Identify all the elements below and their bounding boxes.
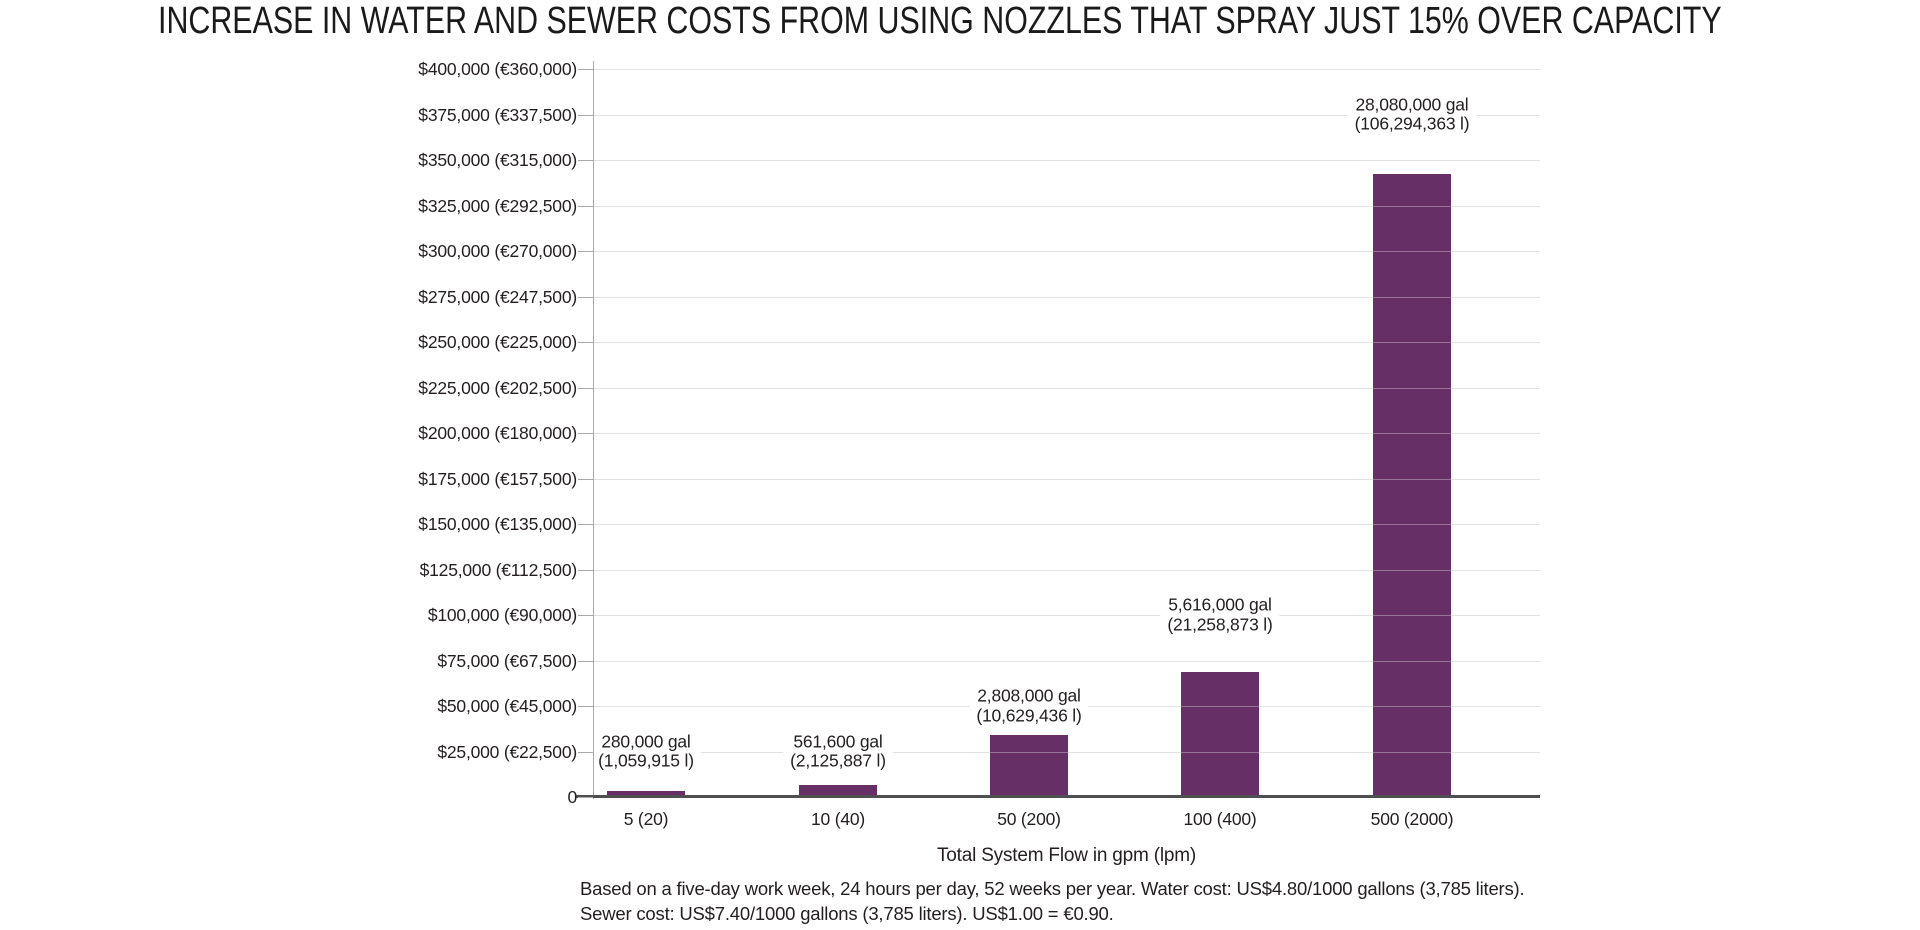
bar-value-label-line2: (1,059,915 l) [598, 750, 694, 771]
gridline [593, 660, 1540, 662]
y-tick-mark [578, 569, 593, 571]
x-axis-line [576, 795, 1540, 798]
bar-value-label-line1: 28,080,000 gal [1355, 94, 1469, 114]
gridline [593, 296, 1540, 298]
bar-value-label-line2: (10,629,436 l) [976, 705, 1082, 725]
plot-area: 280,000 gal (1,059,915 l) 561,600 gal (2,12… [418, 59, 1540, 829]
x-tick-label: 50 (200) [997, 809, 1061, 829]
y-tick-label: 0 [567, 787, 577, 807]
gridline-overlay [593, 342, 1540, 343]
y-tick-mark [578, 524, 593, 525]
y-tick-label: $325,000 (€292,500) [418, 195, 577, 216]
y-tick-label: $350,000 (€315,000) [418, 150, 577, 170]
bar [799, 784, 877, 797]
gridline-overlay [593, 615, 1540, 616]
bar [1181, 672, 1259, 797]
y-tick-label: $400,000 (€360,000) [418, 59, 577, 79]
y-axis-line [593, 61, 594, 799]
y-tick-mark [578, 296, 593, 298]
y-tick-mark [578, 160, 593, 161]
gridline-overlay [593, 114, 1540, 116]
gridline-overlay [593, 251, 1540, 252]
bar [1373, 173, 1451, 797]
bar-value-label-line1: 280,000 gal [601, 731, 691, 751]
y-tick-mark [578, 615, 593, 616]
bar [607, 790, 685, 797]
y-tick-label: $150,000 (€135,000) [418, 514, 577, 534]
bar-value-label-line1: 561,600 gal [793, 731, 883, 751]
gridline [593, 114, 1540, 116]
gridline [593, 524, 1540, 525]
y-axis-labels: $400,000 (€360,000) $375,000 (€337,500) $3… [345, 59, 578, 807]
y-tick-mark [578, 342, 593, 343]
gridline-overlay [593, 69, 1540, 70]
bar-value-label: 2,808,000 gal (10,629,436 l) [969, 685, 1089, 727]
y-tick-label: $100,000 (€90,000) [427, 605, 577, 625]
bar-value-label-line1: 2,808,000 gal [977, 685, 1081, 706]
y-tick-mark [578, 251, 593, 252]
bar-value-label-line1: 5,616,000 gal [1168, 594, 1272, 615]
y-tick-mark [578, 751, 593, 753]
gridline [593, 387, 1540, 389]
bar-value-label: 561,600 gal (2,125,887 l) [783, 731, 893, 772]
gridline-overlay [593, 205, 1540, 207]
gridline-overlay [593, 524, 1540, 525]
y-tick-label: $175,000 (€157,500) [418, 468, 577, 489]
bar-value-label: 5,616,000 gal (21,258,873 l) [1160, 594, 1280, 636]
gridline-overlay [593, 569, 1540, 571]
y-tick-label: $375,000 (€337,500) [418, 104, 577, 125]
bar-value-label-line2: (2,125,887 l) [790, 750, 886, 771]
y-tick-mark [578, 706, 593, 707]
gridline [593, 615, 1540, 616]
gridline [593, 205, 1540, 207]
x-tick-label: 5 (20) [623, 809, 669, 829]
y-tick-mark [578, 69, 593, 70]
y-tick-label: $50,000 (€45,000) [437, 696, 577, 716]
gridline-overlay [593, 478, 1540, 480]
gridline [593, 69, 1540, 70]
y-tick-mark [578, 660, 593, 662]
y-tick-mark [578, 797, 593, 798]
gridline [593, 433, 1540, 434]
x-tick-label: 500 (2000) [1370, 809, 1454, 829]
y-tick-mark [578, 387, 593, 389]
footnote-line-2: Sewer cost: US$7.40/1000 gallons (3,785 … [580, 903, 1114, 924]
y-tick-mark [578, 205, 593, 207]
gridline-overlay [593, 433, 1540, 434]
chart-title: INCREASE IN WATER AND SEWER COSTS FROM U… [158, 0, 1722, 42]
y-tick-mark [578, 433, 593, 434]
y-tick-label: $75,000 (€67,500) [437, 650, 577, 671]
x-tick-label: 100 (400) [1183, 809, 1257, 829]
y-tick-label: $250,000 (€225,000) [418, 332, 577, 352]
gridline-overlay [593, 751, 1540, 753]
y-tick-label: $25,000 (€22,500) [437, 741, 577, 762]
gridline-overlay [593, 387, 1540, 389]
x-tick-label: 10 (40) [810, 809, 866, 829]
y-tick-label: $125,000 (€112,500) [419, 559, 578, 580]
bar-value-label-line2: (106,294,363 l) [1354, 113, 1470, 134]
bar-value-label: 28,080,000 gal (106,294,363 l) [1347, 94, 1477, 135]
gridline [593, 342, 1540, 343]
bar-value-label-line2: (21,258,873 l) [1167, 614, 1273, 634]
y-tick-label: $300,000 (€270,000) [418, 241, 577, 261]
bar-value-label: 280,000 gal (1,059,915 l) [591, 731, 701, 772]
y-tick-label: $200,000 (€180,000) [418, 423, 577, 443]
footnote: Based on a five-day work week, 24 hours … [580, 876, 1560, 926]
gridline-overlay [593, 296, 1540, 298]
y-tick-label: $275,000 (€247,500) [418, 286, 577, 307]
y-tick-mark [578, 478, 593, 480]
bar [990, 734, 1068, 797]
footnote-line-1: Based on a five-day work week, 24 hours … [580, 878, 1525, 899]
gridline [593, 251, 1540, 252]
gridline [593, 569, 1540, 571]
gridline-overlay [593, 660, 1540, 662]
gridline-overlay [593, 160, 1540, 161]
gridline [593, 478, 1540, 480]
y-tick-mark [578, 114, 593, 116]
gridline [593, 160, 1540, 161]
x-axis-title: Total System Flow in gpm (lpm) [936, 845, 1196, 866]
y-tick-label: $225,000 (€202,500) [418, 377, 577, 398]
